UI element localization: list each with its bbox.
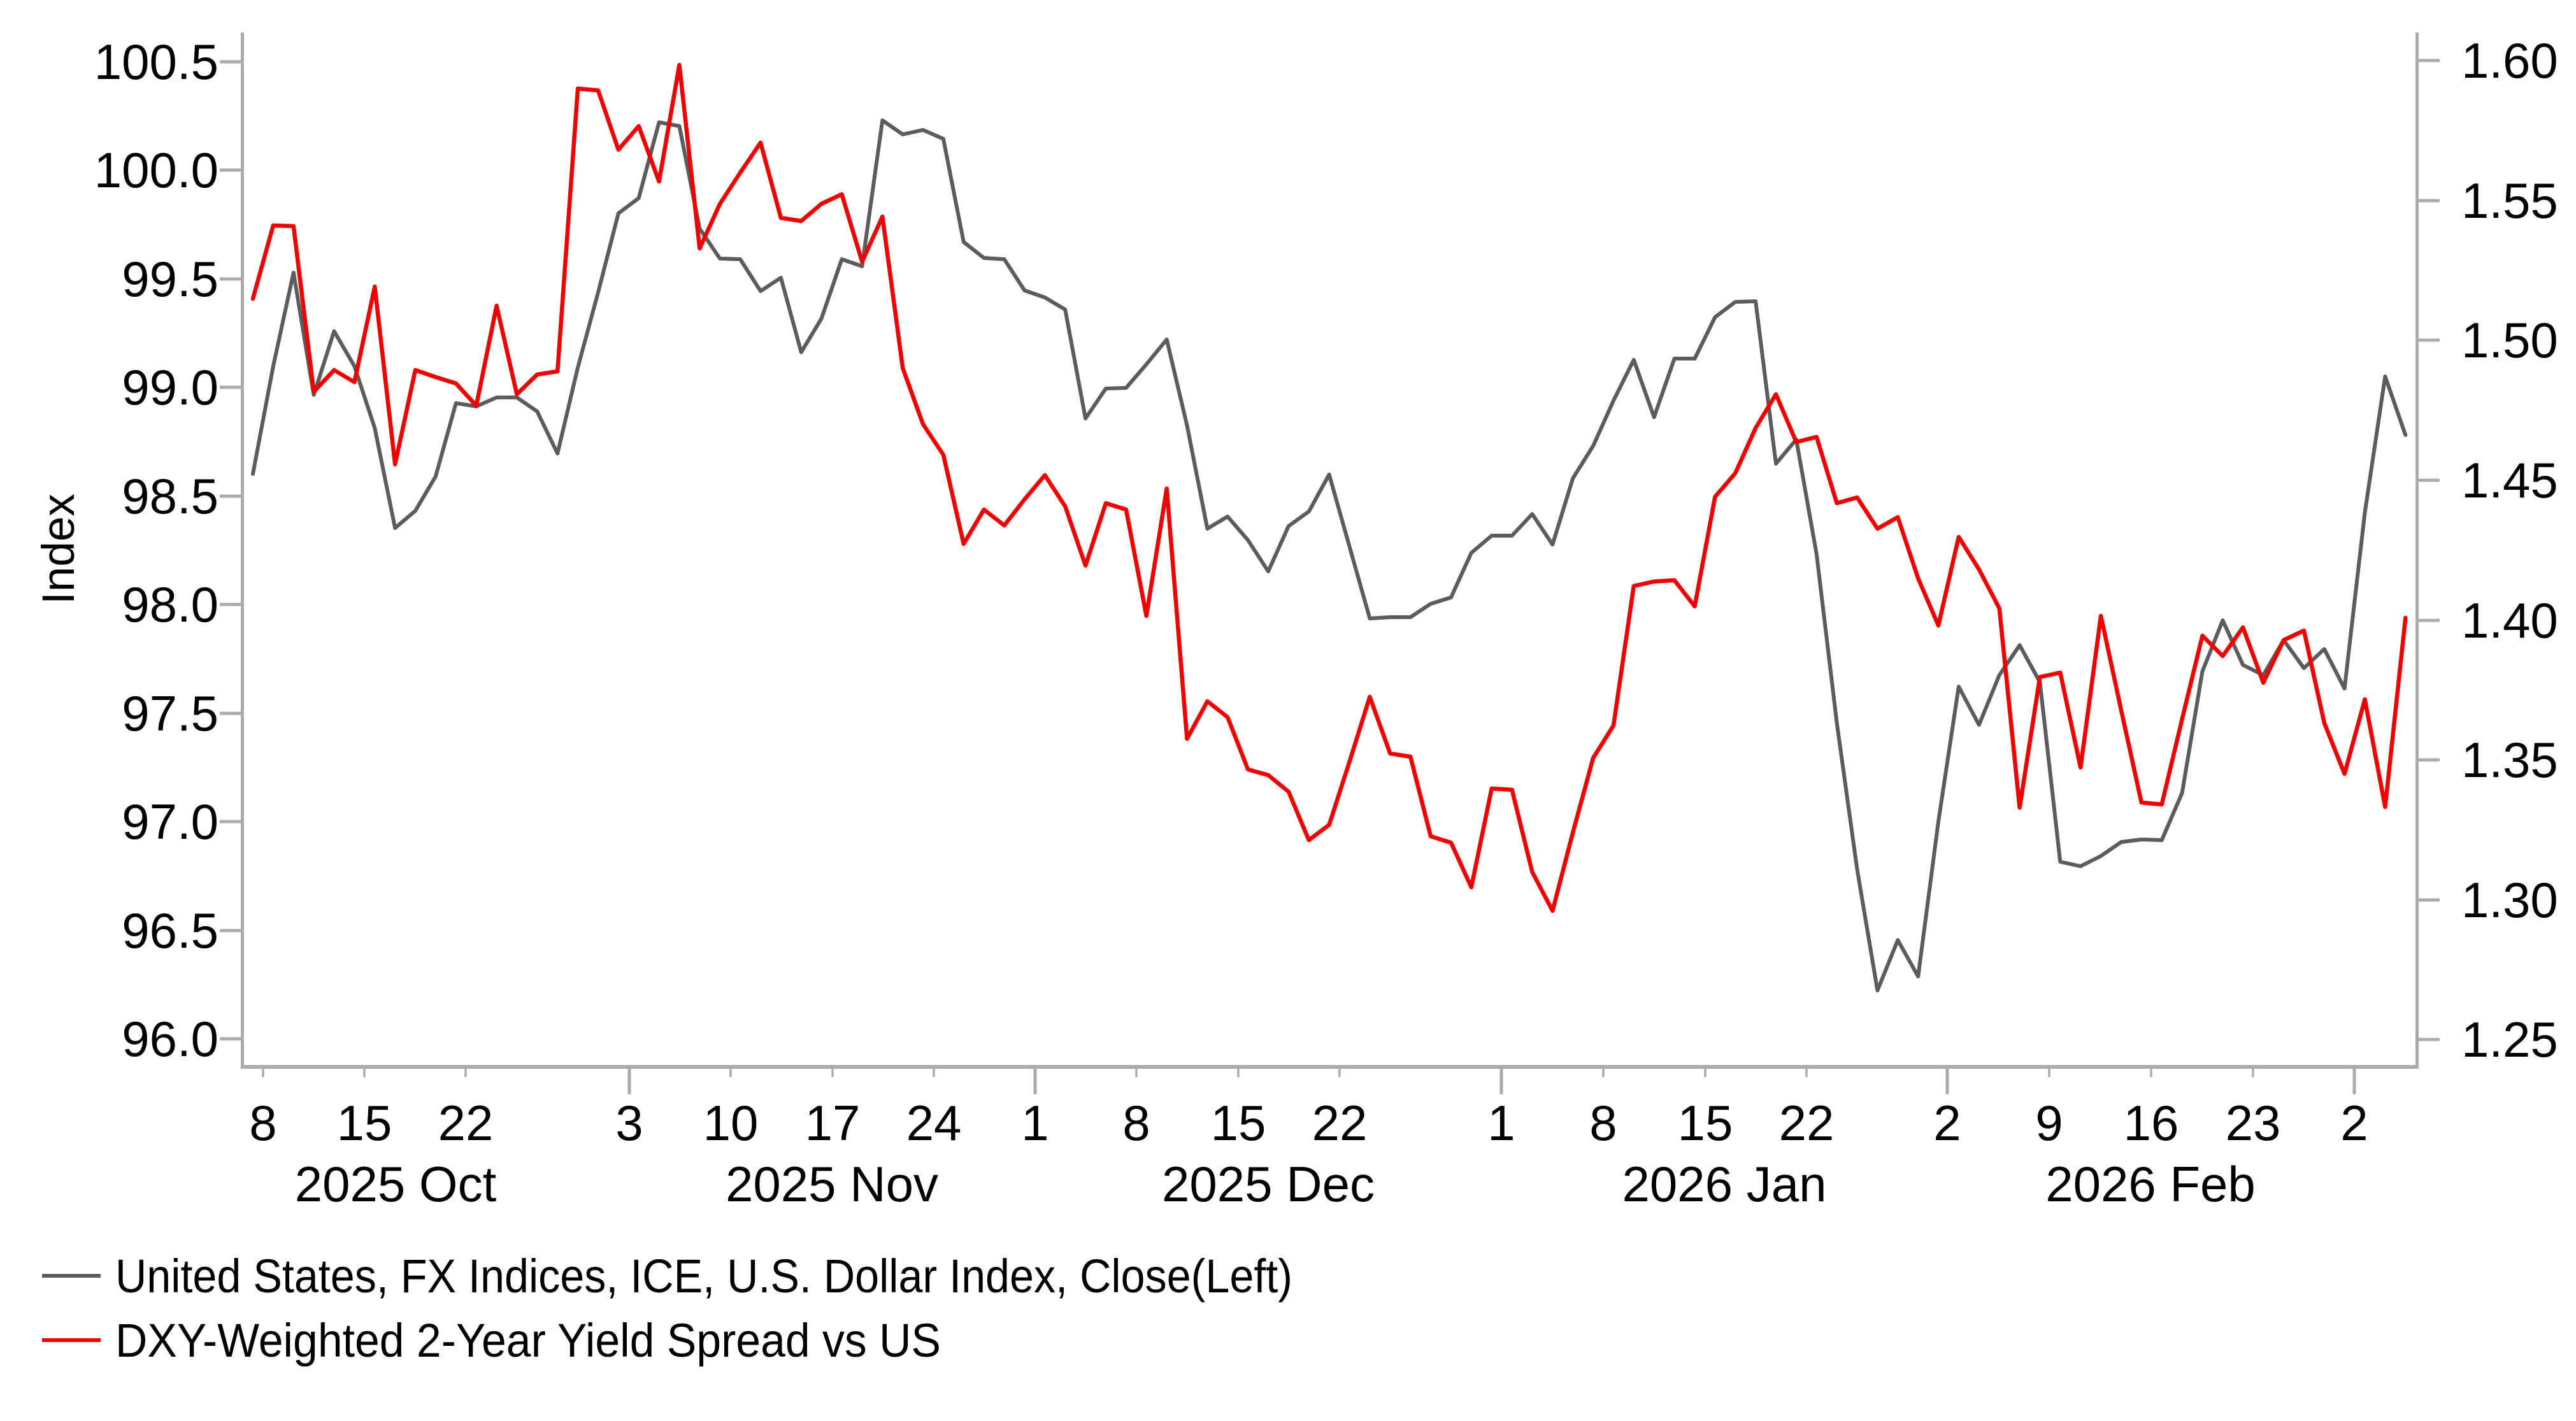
svg-text:15: 15 <box>1678 1095 1733 1151</box>
svg-text:1.60: 1.60 <box>2461 32 2558 89</box>
svg-text:1.35: 1.35 <box>2461 732 2558 788</box>
svg-text:100.5: 100.5 <box>94 34 218 90</box>
svg-text:8: 8 <box>249 1095 276 1151</box>
svg-text:24: 24 <box>906 1095 962 1151</box>
svg-text:22: 22 <box>1312 1095 1368 1151</box>
svg-text:1.25: 1.25 <box>2461 1011 2558 1068</box>
svg-text:22: 22 <box>438 1095 494 1151</box>
svg-text:3: 3 <box>615 1095 643 1151</box>
svg-text:United States, FX Indices, ICE: United States, FX Indices, ICE, U.S. Dol… <box>115 1250 1292 1303</box>
svg-text:97.5: 97.5 <box>122 685 218 741</box>
svg-text:1.45: 1.45 <box>2461 452 2558 508</box>
svg-text:98.0: 98.0 <box>122 576 218 632</box>
svg-text:2025 Dec: 2025 Dec <box>1162 1156 1375 1212</box>
svg-text:98.5: 98.5 <box>122 468 218 524</box>
svg-text:2025 Nov: 2025 Nov <box>726 1156 938 1212</box>
svg-text:16: 16 <box>2124 1095 2179 1151</box>
svg-text:2026 Jan: 2026 Jan <box>1622 1156 1827 1212</box>
svg-text:1: 1 <box>1021 1095 1048 1151</box>
svg-text:1.55: 1.55 <box>2461 173 2558 229</box>
svg-text:1.40: 1.40 <box>2461 592 2558 648</box>
svg-text:8: 8 <box>1589 1095 1617 1151</box>
svg-text:96.0: 96.0 <box>122 1011 218 1067</box>
svg-text:97.0: 97.0 <box>122 794 218 850</box>
svg-text:1: 1 <box>1487 1095 1515 1151</box>
svg-text:1.50: 1.50 <box>2461 312 2558 368</box>
svg-text:22: 22 <box>1779 1095 1835 1151</box>
svg-text:17: 17 <box>805 1095 861 1151</box>
svg-text:8: 8 <box>1122 1095 1150 1151</box>
svg-text:DXY-Weighted 2-Year Yield Spre: DXY-Weighted 2-Year Yield Spread vs US <box>115 1314 941 1367</box>
svg-text:100.0: 100.0 <box>94 142 218 198</box>
svg-text:2025 Oct: 2025 Oct <box>295 1156 497 1212</box>
svg-text:10: 10 <box>703 1095 759 1151</box>
svg-text:15: 15 <box>337 1095 392 1151</box>
svg-text:96.5: 96.5 <box>122 903 218 959</box>
svg-text:99.0: 99.0 <box>122 359 218 415</box>
svg-text:2026 Feb: 2026 Feb <box>2045 1156 2256 1212</box>
svg-text:99.5: 99.5 <box>122 251 218 307</box>
svg-text:2: 2 <box>2340 1095 2368 1151</box>
svg-text:Index: Index <box>34 494 84 604</box>
svg-text:23: 23 <box>2226 1095 2281 1151</box>
svg-text:9: 9 <box>2035 1095 2063 1151</box>
svg-text:2: 2 <box>1933 1095 1961 1151</box>
svg-text:1.30: 1.30 <box>2461 872 2558 928</box>
svg-text:15: 15 <box>1211 1095 1266 1151</box>
